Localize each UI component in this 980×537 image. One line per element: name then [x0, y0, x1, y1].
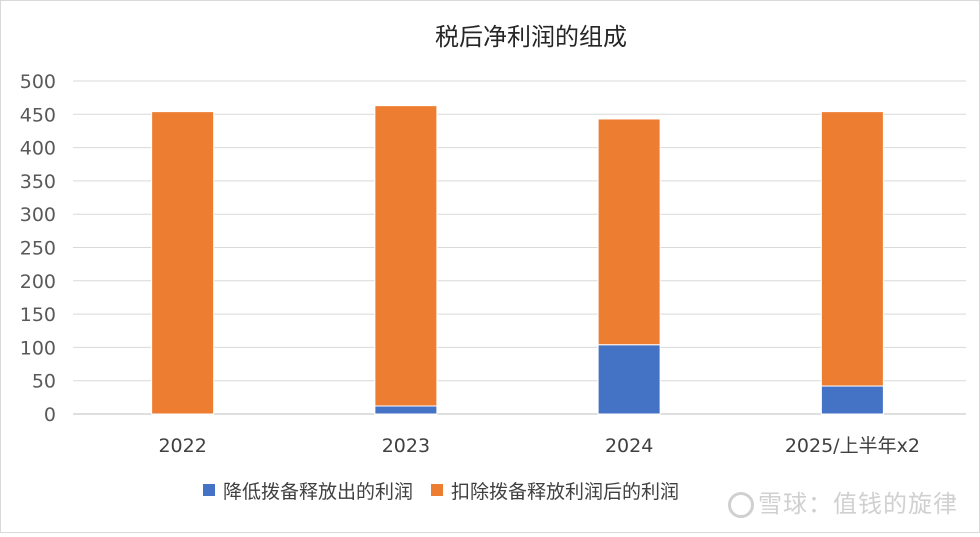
- x-category-label: 2025/上半年x2: [785, 435, 920, 457]
- legend-label: 扣除拨备释放利润后的利润: [451, 481, 679, 503]
- legend-swatch: [431, 484, 443, 496]
- bar-core-profit: [820, 111, 884, 387]
- watermark-text: 雪球：值钱的旋律: [758, 490, 958, 518]
- bar-core-profit: [597, 118, 661, 346]
- legend-label: 降低拨备释放出的利润: [223, 481, 413, 503]
- y-tick-label: 450: [20, 104, 56, 126]
- y-tick-label: 100: [20, 337, 56, 359]
- y-tick-label: 350: [20, 171, 56, 193]
- y-tick-label: 200: [20, 271, 56, 293]
- x-category-label: 2022: [158, 435, 206, 457]
- bar-released-provision: [374, 405, 438, 415]
- chart-title: 税后净利润的组成: [435, 23, 627, 51]
- y-tick-label: 500: [20, 71, 56, 93]
- y-tick-label: 250: [20, 238, 56, 260]
- x-axis-categories: 2022 2023 2024 2025/上半年x2: [158, 435, 919, 457]
- bars: [151, 105, 884, 415]
- bar-core-profit: [151, 111, 215, 415]
- watermark: 雪球：值钱的旋律: [728, 484, 958, 519]
- legend-swatch: [203, 484, 215, 496]
- legend: 降低拨备释放出的利润 扣除拨备释放利润后的利润: [203, 481, 679, 503]
- bar-core-profit: [374, 105, 438, 407]
- snowball-logo-icon: [728, 492, 754, 518]
- y-tick-label: 0: [44, 404, 56, 426]
- y-tick-label: 300: [20, 204, 56, 226]
- y-tick-label: 50: [32, 371, 56, 393]
- y-tick-label: 150: [20, 304, 56, 326]
- y-axis-ticks: 0 50 100 150 200 250 300 350 400 450 500: [20, 71, 56, 426]
- x-category-label: 2024: [605, 435, 653, 457]
- x-category-label: 2023: [382, 435, 430, 457]
- gridlines: [73, 80, 966, 415]
- bar-released-provision: [597, 344, 661, 415]
- bar-released-provision: [820, 385, 884, 415]
- y-tick-label: 400: [20, 138, 56, 160]
